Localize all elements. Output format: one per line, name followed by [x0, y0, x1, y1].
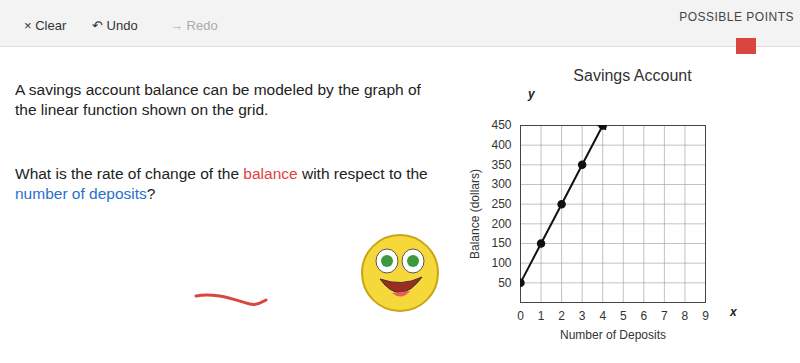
html-text:POSSIBLE POINTS: POSSIBLE POINTS [679, 10, 794, 24]
svg-text:350: 350 [491, 158, 511, 172]
svg-text:Number of Deposits: Number of Deposits [560, 328, 666, 342]
html-text:number of deposits?: number of deposits? [15, 185, 156, 202]
svg-text:100: 100 [491, 256, 511, 270]
svg-text:Balance (dollars): Balance (dollars) [468, 169, 482, 259]
svg-text:7: 7 [661, 309, 668, 323]
html-text:y: y [528, 87, 535, 101]
html-text:A savings account balance can: A savings account balance can be modeled… [15, 81, 421, 118]
html-text:x: x [730, 305, 737, 319]
svg-text:1: 1 [538, 309, 545, 323]
svg-text:200: 200 [491, 217, 511, 231]
html-text:↶ Undo: ↶ Undo [92, 18, 138, 33]
html-text:→ Redo: → Redo [170, 18, 218, 33]
svg-text:250: 250 [491, 197, 511, 211]
svg-text:300: 300 [491, 177, 511, 191]
svg-text:9: 9 [702, 309, 709, 323]
svg-text:400: 400 [491, 138, 511, 152]
html-text:× Clear: × Clear [24, 18, 67, 33]
svg-text:0: 0 [517, 309, 524, 323]
svg-text:6: 6 [640, 309, 647, 323]
svg-text:450: 450 [491, 118, 511, 132]
svg-text:8: 8 [682, 309, 689, 323]
html-text:What is the rate of change of: What is the rate of change of the balanc… [15, 165, 428, 182]
svg-text:2: 2 [558, 309, 565, 323]
svg-text:5: 5 [620, 309, 627, 323]
svg-text:4: 4 [599, 309, 606, 323]
html-text:Savings Account: Savings Account [573, 67, 692, 84]
svg-text:50: 50 [498, 276, 512, 290]
svg-text:3: 3 [579, 309, 586, 323]
svg-text:150: 150 [491, 236, 511, 250]
